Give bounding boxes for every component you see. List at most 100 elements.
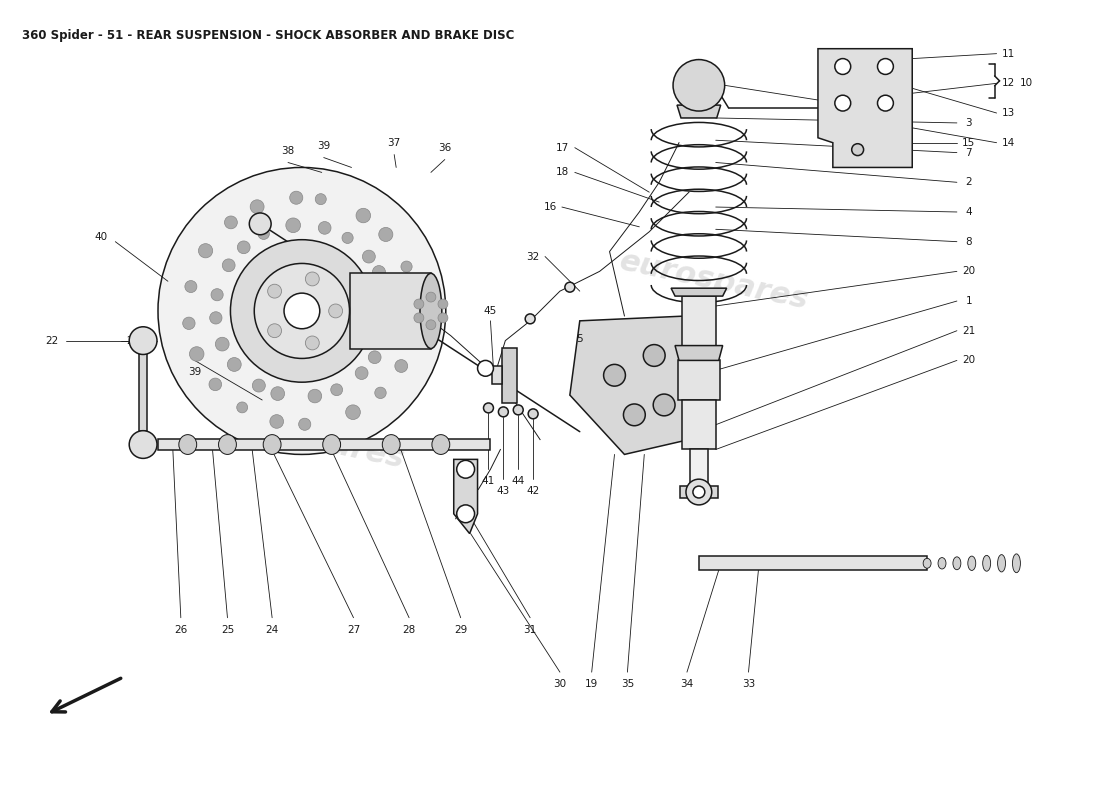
Circle shape	[653, 394, 675, 416]
Circle shape	[189, 346, 204, 361]
Circle shape	[378, 227, 393, 242]
Circle shape	[395, 360, 408, 373]
Circle shape	[878, 58, 893, 74]
Polygon shape	[818, 49, 912, 167]
Text: 24: 24	[265, 625, 278, 634]
Polygon shape	[675, 346, 723, 361]
Circle shape	[267, 284, 282, 298]
Circle shape	[238, 241, 250, 254]
Polygon shape	[158, 438, 491, 450]
Circle shape	[878, 95, 893, 111]
Circle shape	[286, 218, 300, 233]
Text: 45: 45	[484, 306, 497, 316]
Circle shape	[289, 191, 302, 204]
Text: 5: 5	[576, 334, 583, 344]
Text: 3: 3	[966, 118, 972, 128]
Polygon shape	[676, 105, 720, 118]
Text: 35: 35	[620, 679, 634, 689]
Circle shape	[624, 404, 646, 426]
Text: 21: 21	[962, 326, 976, 336]
Text: 6: 6	[846, 92, 852, 102]
Circle shape	[158, 167, 446, 454]
Circle shape	[129, 326, 157, 354]
Polygon shape	[503, 347, 517, 403]
Circle shape	[129, 430, 157, 458]
Text: 18: 18	[557, 167, 570, 178]
Text: eurospares: eurospares	[616, 247, 811, 315]
Circle shape	[484, 403, 494, 413]
Circle shape	[318, 222, 331, 234]
Circle shape	[362, 250, 375, 263]
Circle shape	[228, 358, 241, 371]
Text: 34: 34	[680, 679, 694, 689]
Text: 42: 42	[527, 486, 540, 496]
Text: 17: 17	[557, 142, 570, 153]
Text: 44: 44	[512, 476, 525, 486]
Polygon shape	[690, 450, 707, 486]
Circle shape	[250, 200, 264, 214]
Text: 39: 39	[317, 141, 330, 150]
Text: 19: 19	[585, 679, 598, 689]
Circle shape	[835, 58, 850, 74]
Circle shape	[426, 292, 436, 302]
Text: 39: 39	[188, 367, 201, 378]
Circle shape	[308, 390, 321, 403]
Text: 1: 1	[966, 296, 972, 306]
Text: 15: 15	[962, 138, 976, 148]
Circle shape	[284, 293, 320, 329]
Text: 30: 30	[553, 679, 566, 689]
Circle shape	[209, 378, 221, 390]
Circle shape	[345, 405, 361, 419]
Ellipse shape	[322, 434, 341, 454]
Polygon shape	[139, 354, 147, 430]
Text: 27: 27	[346, 625, 360, 634]
Circle shape	[355, 366, 368, 379]
Text: 31: 31	[524, 625, 537, 634]
Circle shape	[298, 418, 311, 430]
Circle shape	[604, 364, 626, 386]
Circle shape	[368, 351, 381, 363]
Circle shape	[316, 194, 327, 205]
Circle shape	[271, 386, 285, 401]
Ellipse shape	[420, 274, 442, 349]
Polygon shape	[678, 361, 719, 400]
Circle shape	[224, 216, 238, 229]
Text: 22: 22	[45, 336, 58, 346]
Circle shape	[254, 263, 350, 358]
Circle shape	[329, 304, 342, 318]
Text: 23: 23	[126, 336, 140, 346]
Text: 13: 13	[1002, 108, 1015, 118]
Circle shape	[250, 213, 271, 234]
Polygon shape	[493, 366, 503, 384]
Circle shape	[356, 208, 371, 222]
Circle shape	[258, 228, 270, 239]
Ellipse shape	[1012, 554, 1021, 573]
Ellipse shape	[263, 434, 282, 454]
Text: 16: 16	[543, 202, 557, 212]
Circle shape	[210, 312, 222, 324]
Ellipse shape	[383, 434, 400, 454]
Polygon shape	[453, 459, 477, 534]
Ellipse shape	[938, 558, 946, 569]
Circle shape	[426, 320, 436, 330]
Circle shape	[198, 244, 212, 258]
Circle shape	[252, 379, 265, 392]
Circle shape	[382, 302, 395, 315]
Text: 43: 43	[497, 486, 510, 496]
Circle shape	[456, 505, 474, 522]
Circle shape	[270, 414, 284, 428]
Text: 7: 7	[966, 148, 972, 158]
Text: 37: 37	[387, 138, 400, 148]
Polygon shape	[671, 288, 727, 296]
Ellipse shape	[998, 554, 1005, 572]
Circle shape	[438, 299, 448, 309]
Text: 36: 36	[438, 142, 451, 153]
Text: 38: 38	[282, 146, 295, 156]
Text: 41: 41	[482, 476, 495, 486]
Circle shape	[528, 409, 538, 419]
Circle shape	[183, 317, 195, 330]
Circle shape	[342, 232, 353, 243]
Circle shape	[306, 272, 319, 286]
Circle shape	[693, 486, 705, 498]
Text: 26: 26	[174, 625, 187, 634]
